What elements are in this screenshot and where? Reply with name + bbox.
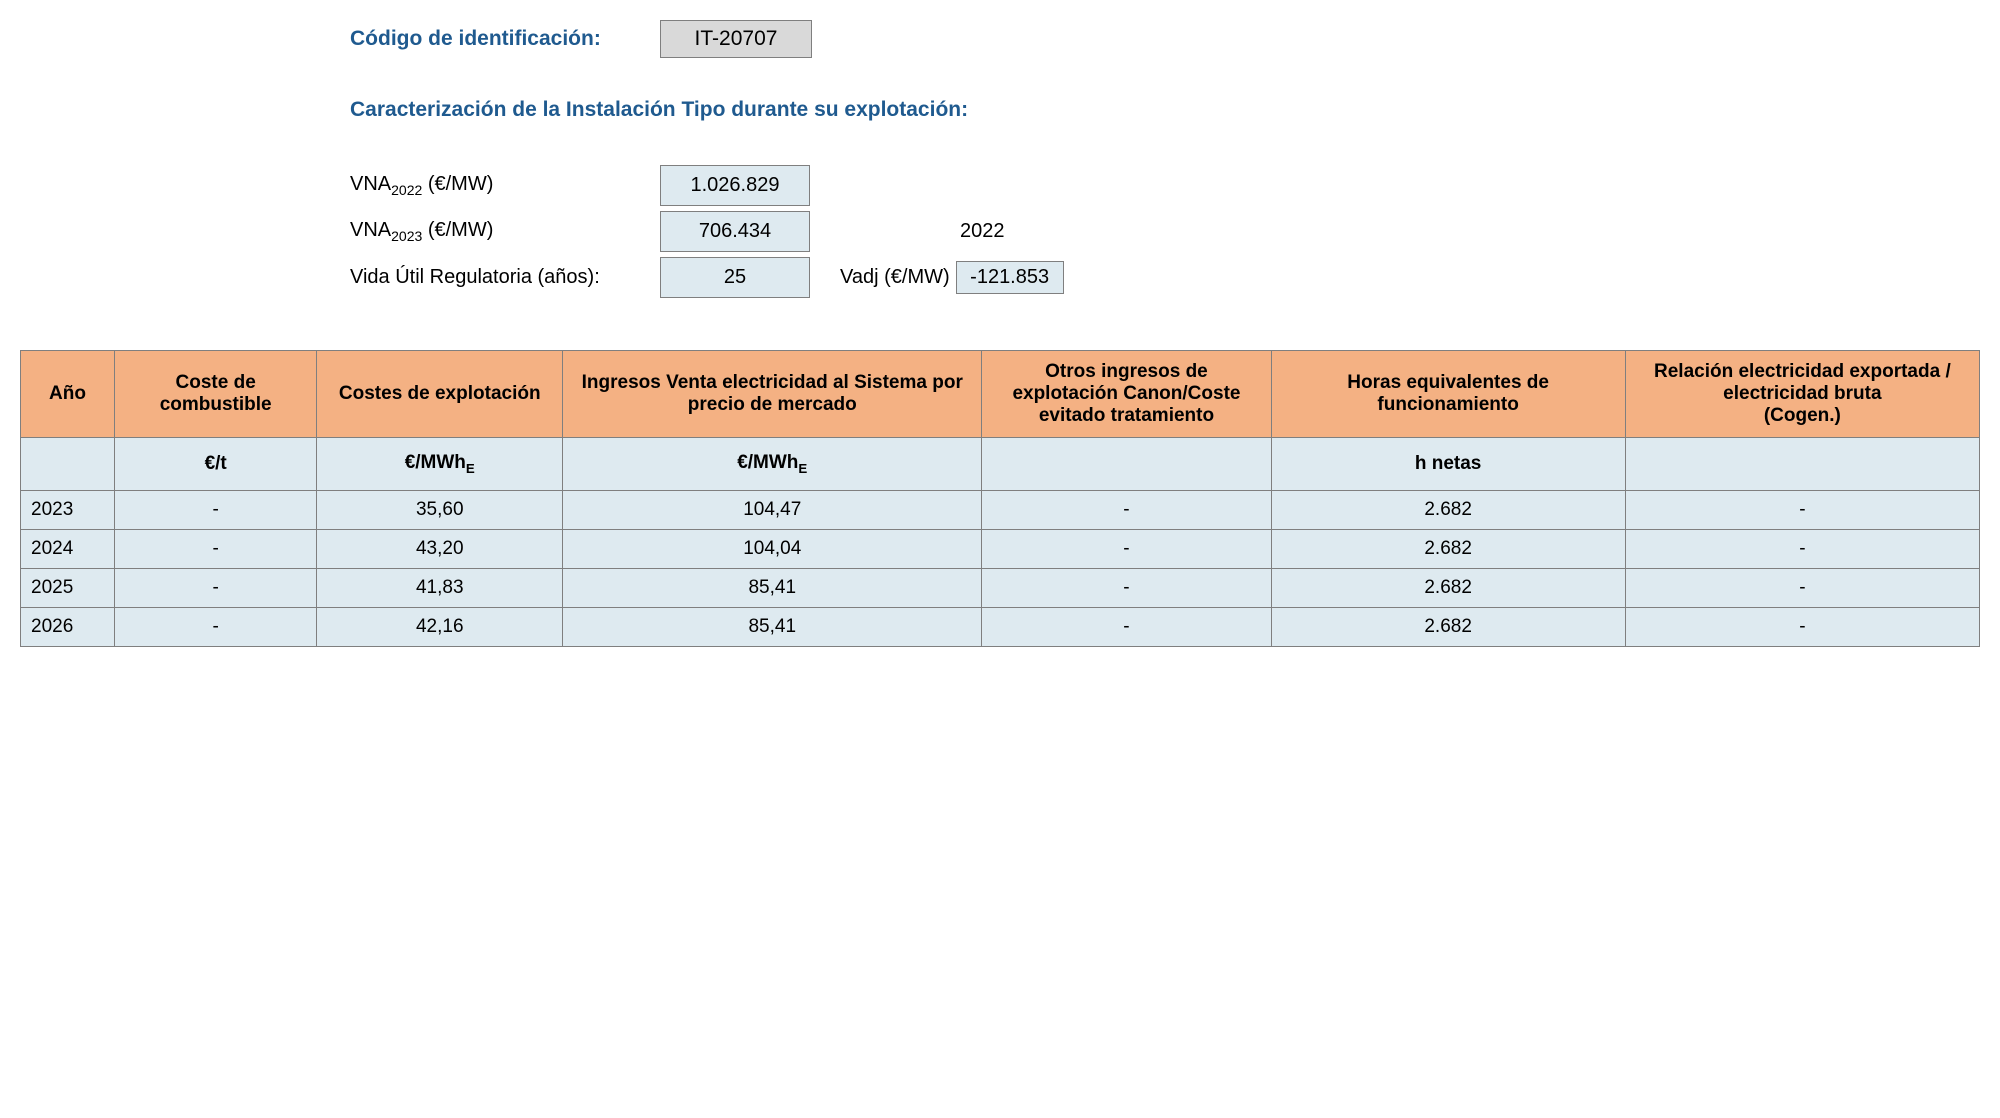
cell-horas: 2.682 [1271,607,1625,646]
cell-ingresos: 85,41 [563,607,982,646]
cell-horas: 2.682 [1271,490,1625,529]
cell-explotacion: 43,20 [317,529,563,568]
identification-row: Código de identificación: IT-20707 [350,20,1980,58]
vida-util-value: 25 [660,257,810,298]
cell-otros: - [982,529,1271,568]
table-row: 2024 - 43,20 104,04 - 2.682 - [21,529,1980,568]
cell-explotacion: 35,60 [317,490,563,529]
cell-year: 2026 [21,607,115,646]
vna-2023-value: 706.434 [660,211,810,252]
vna-2023-label-post: (€/MW) [422,219,493,241]
cell-explotacion: 41,83 [317,568,563,607]
vida-util-row: Vida Útil Regulatoria (años): 25 Vadj (€… [350,254,1980,300]
parameters-section: VNA2022 (€/MW) 1.026.829 VNA2023 (€/MW) … [350,162,1980,300]
vna-2022-sub: 2022 [391,182,422,198]
table-header-row: Año Coste de combustible Costes de explo… [21,351,1980,438]
vna-2022-label-pre: VNA [350,173,391,195]
reference-year: 2022 [960,220,1005,243]
cell-otros: - [982,490,1271,529]
col-header-relacion-line2: (Cogen.) [1764,405,1841,426]
unit-ingresos-text: €/MWh [737,452,798,473]
vna-2023-row: VNA2023 (€/MW) 706.434 2022 [350,208,1980,254]
cell-horas: 2.682 [1271,529,1625,568]
unit-combustible: €/t [114,438,316,491]
unit-explotacion: €/MWhE [317,438,563,491]
unit-horas: h netas [1271,438,1625,491]
unit-ingresos: €/MWhE [563,438,982,491]
cell-combustible: - [114,490,316,529]
units-row: €/t €/MWhE €/MWhE h netas [21,438,1980,491]
cell-explotacion: 42,16 [317,607,563,646]
vna-2023-sub: 2023 [391,228,422,244]
cell-year: 2023 [21,490,115,529]
cell-combustible: - [114,607,316,646]
table-row: 2026 - 42,16 85,41 - 2.682 - [21,607,1980,646]
cell-otros: - [982,568,1271,607]
vadj-value: -121.853 [956,261,1064,294]
cell-otros: - [982,607,1271,646]
col-header-otros: Otros ingresos de explotación Canon/Cost… [982,351,1271,438]
vadj-label: Vadj (€/MW) [840,266,950,289]
cell-ingresos: 104,47 [563,490,982,529]
unit-explotacion-text: €/MWh [405,452,466,473]
table-row: 2025 - 41,83 85,41 - 2.682 - [21,568,1980,607]
cell-combustible: - [114,568,316,607]
unit-ingresos-sub: E [798,461,807,476]
col-header-horas: Horas equivalentes de funcionamiento [1271,351,1625,438]
section-title: Caracterización de la Instalación Tipo d… [350,98,1980,122]
unit-explotacion-sub: E [466,461,475,476]
unit-otros [982,438,1271,491]
cell-relacion: - [1625,607,1979,646]
identification-value: IT-20707 [660,20,812,58]
unit-ano [21,438,115,491]
cell-combustible: - [114,529,316,568]
col-header-ingresos: Ingresos Venta electricidad al Sistema p… [563,351,982,438]
vna-2022-label-post: (€/MW) [422,173,493,195]
vna-2022-row: VNA2022 (€/MW) 1.026.829 [350,162,1980,208]
col-header-relacion: Relación electricidad exportada / electr… [1625,351,1979,438]
cell-ingresos: 85,41 [563,568,982,607]
unit-relacion [1625,438,1979,491]
vna-2022-label: VNA2022 (€/MW) [350,173,660,198]
cell-relacion: - [1625,568,1979,607]
cell-horas: 2.682 [1271,568,1625,607]
cell-year: 2024 [21,529,115,568]
vna-2022-value: 1.026.829 [660,165,810,206]
cell-year: 2025 [21,568,115,607]
vida-util-label: Vida Útil Regulatoria (años): [350,266,660,289]
col-header-combustible: Coste de combustible [114,351,316,438]
cell-relacion: - [1625,490,1979,529]
data-table: Año Coste de combustible Costes de explo… [20,350,1980,647]
col-header-relacion-line1: Relación electricidad exportada / electr… [1654,361,1951,404]
vna-2023-label-pre: VNA [350,219,391,241]
vna-2023-label: VNA2023 (€/MW) [350,219,660,244]
cell-relacion: - [1625,529,1979,568]
identification-section: Código de identificación: IT-20707 [350,20,1980,58]
col-header-ano: Año [21,351,115,438]
cell-ingresos: 104,04 [563,529,982,568]
identification-label: Código de identificación: [350,27,660,51]
table-row: 2023 - 35,60 104,47 - 2.682 - [21,490,1980,529]
col-header-explotacion: Costes de explotación [317,351,563,438]
